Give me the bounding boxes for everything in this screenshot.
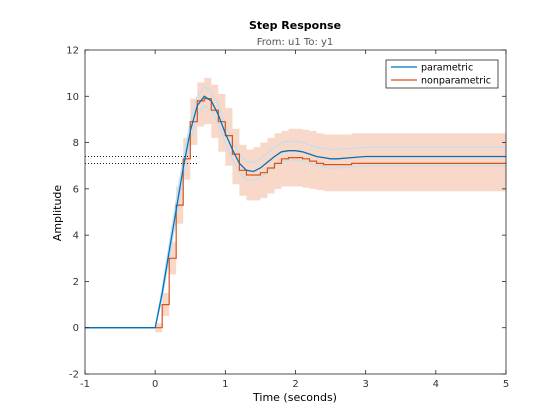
y-tick-label: 12	[66, 46, 79, 57]
band-upper-parametric	[85, 86, 506, 329]
x-tick-label: 2	[292, 379, 298, 390]
x-tick-label: 1	[222, 379, 228, 390]
legend-label-nonparametric: nonparametric	[421, 76, 491, 87]
legend-box	[385, 59, 499, 89]
y-axis-label: Amplitude	[51, 185, 64, 242]
y-tick-label: -2	[69, 370, 79, 381]
chart-subtitle: From: u1 To: y1	[257, 37, 334, 48]
y-tick-label: 4	[73, 231, 79, 242]
data-group	[85, 77, 506, 333]
x-tick-label: 5	[503, 379, 509, 390]
legend: parametric nonparametric	[385, 59, 499, 89]
x-axis-label: Time (seconds)	[252, 391, 337, 404]
legend-label-parametric: parametric	[421, 63, 473, 74]
y-tick-label: 8	[73, 138, 79, 149]
x-tick-label: -1	[80, 379, 90, 390]
x-tick-label: 4	[433, 379, 439, 390]
y-tick-label: 0	[73, 323, 79, 334]
axes-background	[85, 50, 506, 374]
y-tick-label: 2	[73, 277, 79, 288]
x-tick-label: 3	[362, 379, 368, 390]
series-line-nonparametric	[85, 98, 506, 329]
y-tick-label: 6	[73, 184, 79, 195]
y-tick-label: 10	[66, 92, 79, 103]
x-tick-label: 0	[152, 379, 158, 390]
series-line-parametric	[85, 95, 506, 329]
chart-title: Step Response	[249, 19, 341, 32]
